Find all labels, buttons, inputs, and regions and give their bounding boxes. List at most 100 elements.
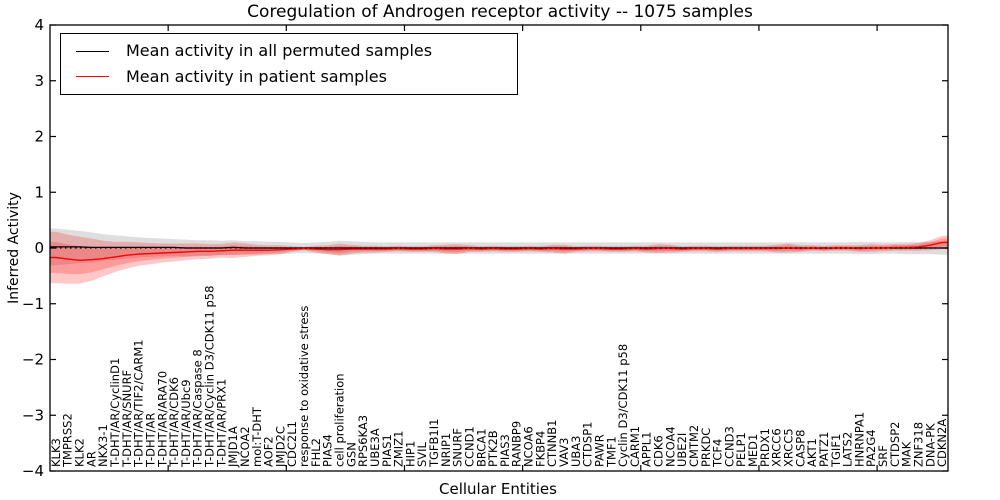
x-category-label: NCOA6 xyxy=(522,426,536,467)
x-category-label: XRCC5 xyxy=(781,428,795,467)
y-tick-label: −4 xyxy=(22,462,44,480)
x-category-label: T-DHT/AR/PRX1 xyxy=(214,379,228,468)
y-axis-label: Inferred Activity xyxy=(6,192,22,304)
x-category-label: T-DHT/AR/Caspase 8 xyxy=(191,349,205,468)
x-category-label: CDC2L1 xyxy=(285,421,299,467)
x-category-label: MED1 xyxy=(746,434,760,467)
y-tick-label: 2 xyxy=(34,128,44,146)
x-category-label: cell proliferation xyxy=(332,373,346,467)
x-category-label: CASP8 xyxy=(793,430,807,467)
x-category-label: FHL2 xyxy=(309,438,323,467)
x-category-label: CTDSP2 xyxy=(888,422,902,467)
x-category-label: JMJD2C xyxy=(273,426,287,468)
legend-item: Mean activity in all permuted samples xyxy=(61,41,517,61)
x-category-label: PELP1 xyxy=(734,432,748,467)
x-category-label: NCOA2 xyxy=(238,426,252,467)
x-category-label: TMPRSS2 xyxy=(61,413,75,468)
x-category-label: BRCA1 xyxy=(474,428,488,467)
x-category-label: CCND1 xyxy=(462,426,476,467)
x-category-label: UBE3A xyxy=(368,428,382,467)
x-category-label: KLK3 xyxy=(49,438,63,467)
x-category-label: AR xyxy=(84,451,98,467)
permuted-band xyxy=(50,228,948,266)
x-category-label: ZNF318 xyxy=(911,422,925,467)
x-category-label: T-DHT/AR/Cyclin D3/CDK11 p58 xyxy=(203,286,217,468)
y-tick-label: 4 xyxy=(34,16,44,34)
x-category-label: SRF xyxy=(876,445,890,467)
x-category-label: XRCC6 xyxy=(770,428,784,467)
x-category-label: PATZ1 xyxy=(817,432,831,467)
x-category-label: HIP1 xyxy=(403,441,417,467)
y-tick-label: 3 xyxy=(34,72,44,90)
legend-line-patient xyxy=(76,76,109,78)
chart-title: Coregulation of Androgen receptor activi… xyxy=(247,2,753,22)
x-category-label: RANBP9 xyxy=(510,421,524,467)
patient-band-inner xyxy=(50,238,948,275)
x-category-label: T-DHT/AR/SNURF xyxy=(120,370,134,468)
x-category-label: TGFB1I1 xyxy=(427,419,441,468)
y-tick-label: 1 xyxy=(34,183,44,201)
x-category-label: KLK2 xyxy=(73,438,87,467)
x-category-label: HNRNPA1 xyxy=(852,412,866,467)
legend-item: Mean activity in patient samples xyxy=(61,67,517,87)
x-category-label: T-DHT/AR xyxy=(143,413,157,468)
x-category-label: SVIL xyxy=(415,441,429,467)
x-category-label: NRIP1 xyxy=(439,433,453,467)
x-category-label: PAWR xyxy=(592,434,606,467)
x-category-label: response to oxidative stress xyxy=(297,306,311,467)
x-category-label: T-DHT/AR/CyclinD1 xyxy=(108,358,122,468)
legend-line-permuted xyxy=(76,50,109,52)
patient-mean-line xyxy=(50,241,948,262)
x-category-label: LATS2 xyxy=(841,432,855,467)
x-category-label: RPS6KA3 xyxy=(356,415,370,467)
x-category-label: T-DHT/AR/ARA70 xyxy=(155,371,169,468)
x-axis-label: Cellular Entities xyxy=(439,480,557,498)
legend-label-permuted: Mean activity in all permuted samples xyxy=(126,41,433,61)
x-category-label: UBE2I xyxy=(675,433,689,467)
x-category-label: CCND3 xyxy=(722,426,736,467)
y-tick-label: −2 xyxy=(22,351,44,369)
patient-band xyxy=(50,231,948,284)
x-category-label: CTDSP1 xyxy=(581,422,595,467)
x-category-label: mol:T-DHT xyxy=(250,406,264,467)
x-category-label: TMF1 xyxy=(604,436,618,468)
x-category-label: PRDX1 xyxy=(758,428,772,467)
x-category-label: JMJD1A xyxy=(226,426,240,468)
x-category-label: TCF4 xyxy=(711,439,725,468)
x-category-label: VAV3 xyxy=(557,438,571,467)
x-category-label: CARM1 xyxy=(628,426,642,467)
x-category-label: APPL1 xyxy=(640,432,654,467)
x-category-label: PIAS1 xyxy=(380,434,394,467)
y-tick-label: −1 xyxy=(22,295,44,313)
x-category-label: PTK2B xyxy=(486,430,500,467)
x-category-label: AKT1 xyxy=(805,438,819,467)
x-category-label: PIAS3 xyxy=(498,434,512,467)
x-category-label: DNA-PK xyxy=(923,423,937,467)
x-category-label: NCOA4 xyxy=(663,426,677,467)
x-category-label: ZMIZ1 xyxy=(392,431,406,467)
x-category-label: UBA3 xyxy=(569,436,583,468)
x-category-label: CMTM2 xyxy=(687,425,701,467)
y-tick-label: −3 xyxy=(22,406,44,424)
x-category-label: FKBP4 xyxy=(533,431,547,467)
x-category-label: PRKDC xyxy=(699,428,713,467)
x-category-label: SNURF xyxy=(451,428,465,467)
x-category-label: MAK xyxy=(900,441,914,467)
x-category-label: PA2G4 xyxy=(864,429,878,467)
legend-label-patient: Mean activity in patient samples xyxy=(126,66,387,86)
x-category-label: AOF2 xyxy=(262,436,276,467)
y-tick-label: 0 xyxy=(34,239,44,257)
x-category-label: CDKN2A xyxy=(935,419,949,467)
x-category-label: T-DHT/AR/TIF2/CARM1 xyxy=(132,339,146,468)
legend: Mean activity in all permuted samples Me… xyxy=(60,33,518,95)
x-category-label: PIAS4 xyxy=(321,434,335,467)
x-category-label: GSN xyxy=(344,442,358,467)
x-category-label: Cyclin D3/CDK11 p58 xyxy=(616,344,630,467)
x-category-label: NKX3-1 xyxy=(96,424,110,467)
x-category-label: CDK6 xyxy=(652,435,666,467)
x-category-label: CTNNB1 xyxy=(545,420,559,467)
x-category-label: T-DHT/AR/Ubc9 xyxy=(179,379,193,468)
x-category-label: T-DHT/AR/CDK6 xyxy=(167,377,181,468)
